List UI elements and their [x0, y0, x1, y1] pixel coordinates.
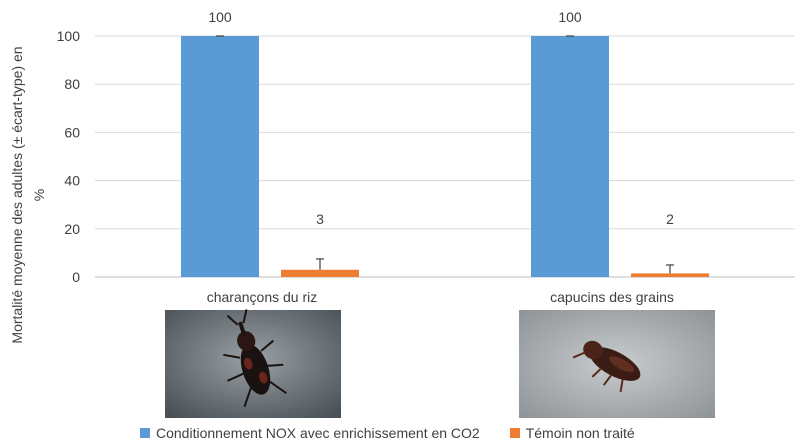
error-bar [666, 264, 674, 274]
legend-label-control: Témoin non traité [525, 425, 635, 441]
y-tick-labels: 0 20 40 60 80 100 [57, 28, 81, 285]
y-tick-label: 40 [64, 173, 80, 189]
bar [631, 273, 709, 277]
legend-item-nox: Conditionnement NOX avec enrichissement … [140, 425, 480, 441]
legend: Conditionnement NOX avec enrichissement … [140, 423, 635, 443]
category-label: charançons du riz [207, 289, 318, 305]
category-labels: charançons du riz capucins des grains [207, 289, 674, 305]
bar-chart: Mortalité moyenne des adultes (± écart-t… [9, 9, 795, 418]
error-bars [216, 35, 674, 274]
data-label: 3 [316, 211, 324, 227]
legend-swatch-nox [140, 428, 150, 438]
legend-swatch-control [509, 428, 520, 438]
y-axis-label: Mortalité moyenne des adultes (± écart-t… [9, 46, 47, 343]
bar [181, 36, 259, 277]
y-tick-label: 100 [57, 28, 81, 44]
data-label: 2 [666, 211, 674, 227]
data-labels: 100 3 100 2 [208, 9, 674, 227]
lesser-grain-borer-photo [519, 310, 715, 418]
data-label: 100 [558, 9, 582, 25]
y-axis-label-line2: % [31, 189, 47, 201]
rice-weevil-photo [165, 309, 341, 418]
bar [531, 36, 609, 277]
y-tick-label: 80 [64, 76, 80, 92]
y-axis-label-line1: Mortalité moyenne des adultes (± écart-t… [9, 46, 25, 343]
bars [181, 36, 709, 277]
data-label: 100 [208, 9, 232, 25]
legend-label-nox: Conditionnement NOX avec enrichissement … [156, 425, 480, 441]
y-tick-label: 60 [64, 124, 80, 140]
y-tick-label: 20 [64, 221, 80, 237]
category-label: capucins des grains [550, 289, 674, 305]
bar [281, 269, 359, 277]
y-tick-label: 0 [72, 269, 80, 285]
error-bar [316, 258, 324, 270]
legend-item-control: Témoin non traité [509, 425, 635, 441]
